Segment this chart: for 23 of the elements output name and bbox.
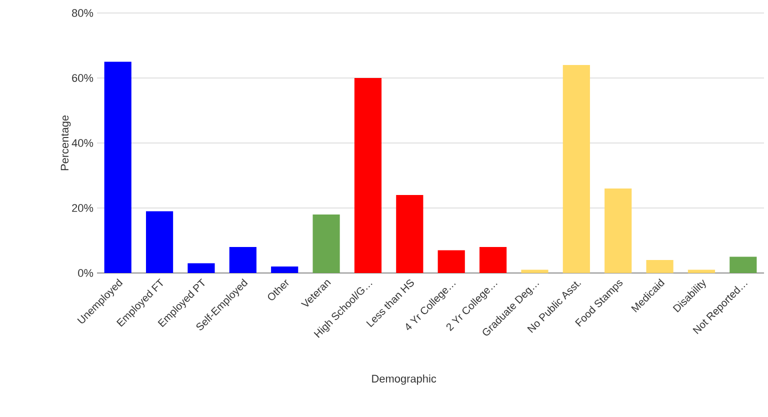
bar xyxy=(604,188,632,273)
y-tick-label: 20% xyxy=(72,204,94,212)
y-tick-label: 60% xyxy=(72,74,94,82)
bar xyxy=(646,260,674,273)
bar xyxy=(730,256,757,273)
bar xyxy=(146,211,174,273)
y-tick-label: 0% xyxy=(78,269,94,277)
bar xyxy=(312,214,340,273)
bar xyxy=(438,250,465,273)
y-tick-label: 80% xyxy=(72,9,94,17)
bar xyxy=(271,266,298,273)
x-axis-title: Demographic xyxy=(372,374,436,385)
bar xyxy=(354,78,382,273)
bar xyxy=(396,195,424,273)
bar xyxy=(688,270,716,273)
bar xyxy=(521,270,548,273)
bar xyxy=(229,247,256,273)
bar xyxy=(104,62,132,273)
y-axis-title: Percentage xyxy=(60,115,71,170)
bar xyxy=(562,64,590,273)
bar xyxy=(479,247,507,273)
y-tick-label: 40% xyxy=(72,139,94,147)
bar xyxy=(188,263,215,273)
